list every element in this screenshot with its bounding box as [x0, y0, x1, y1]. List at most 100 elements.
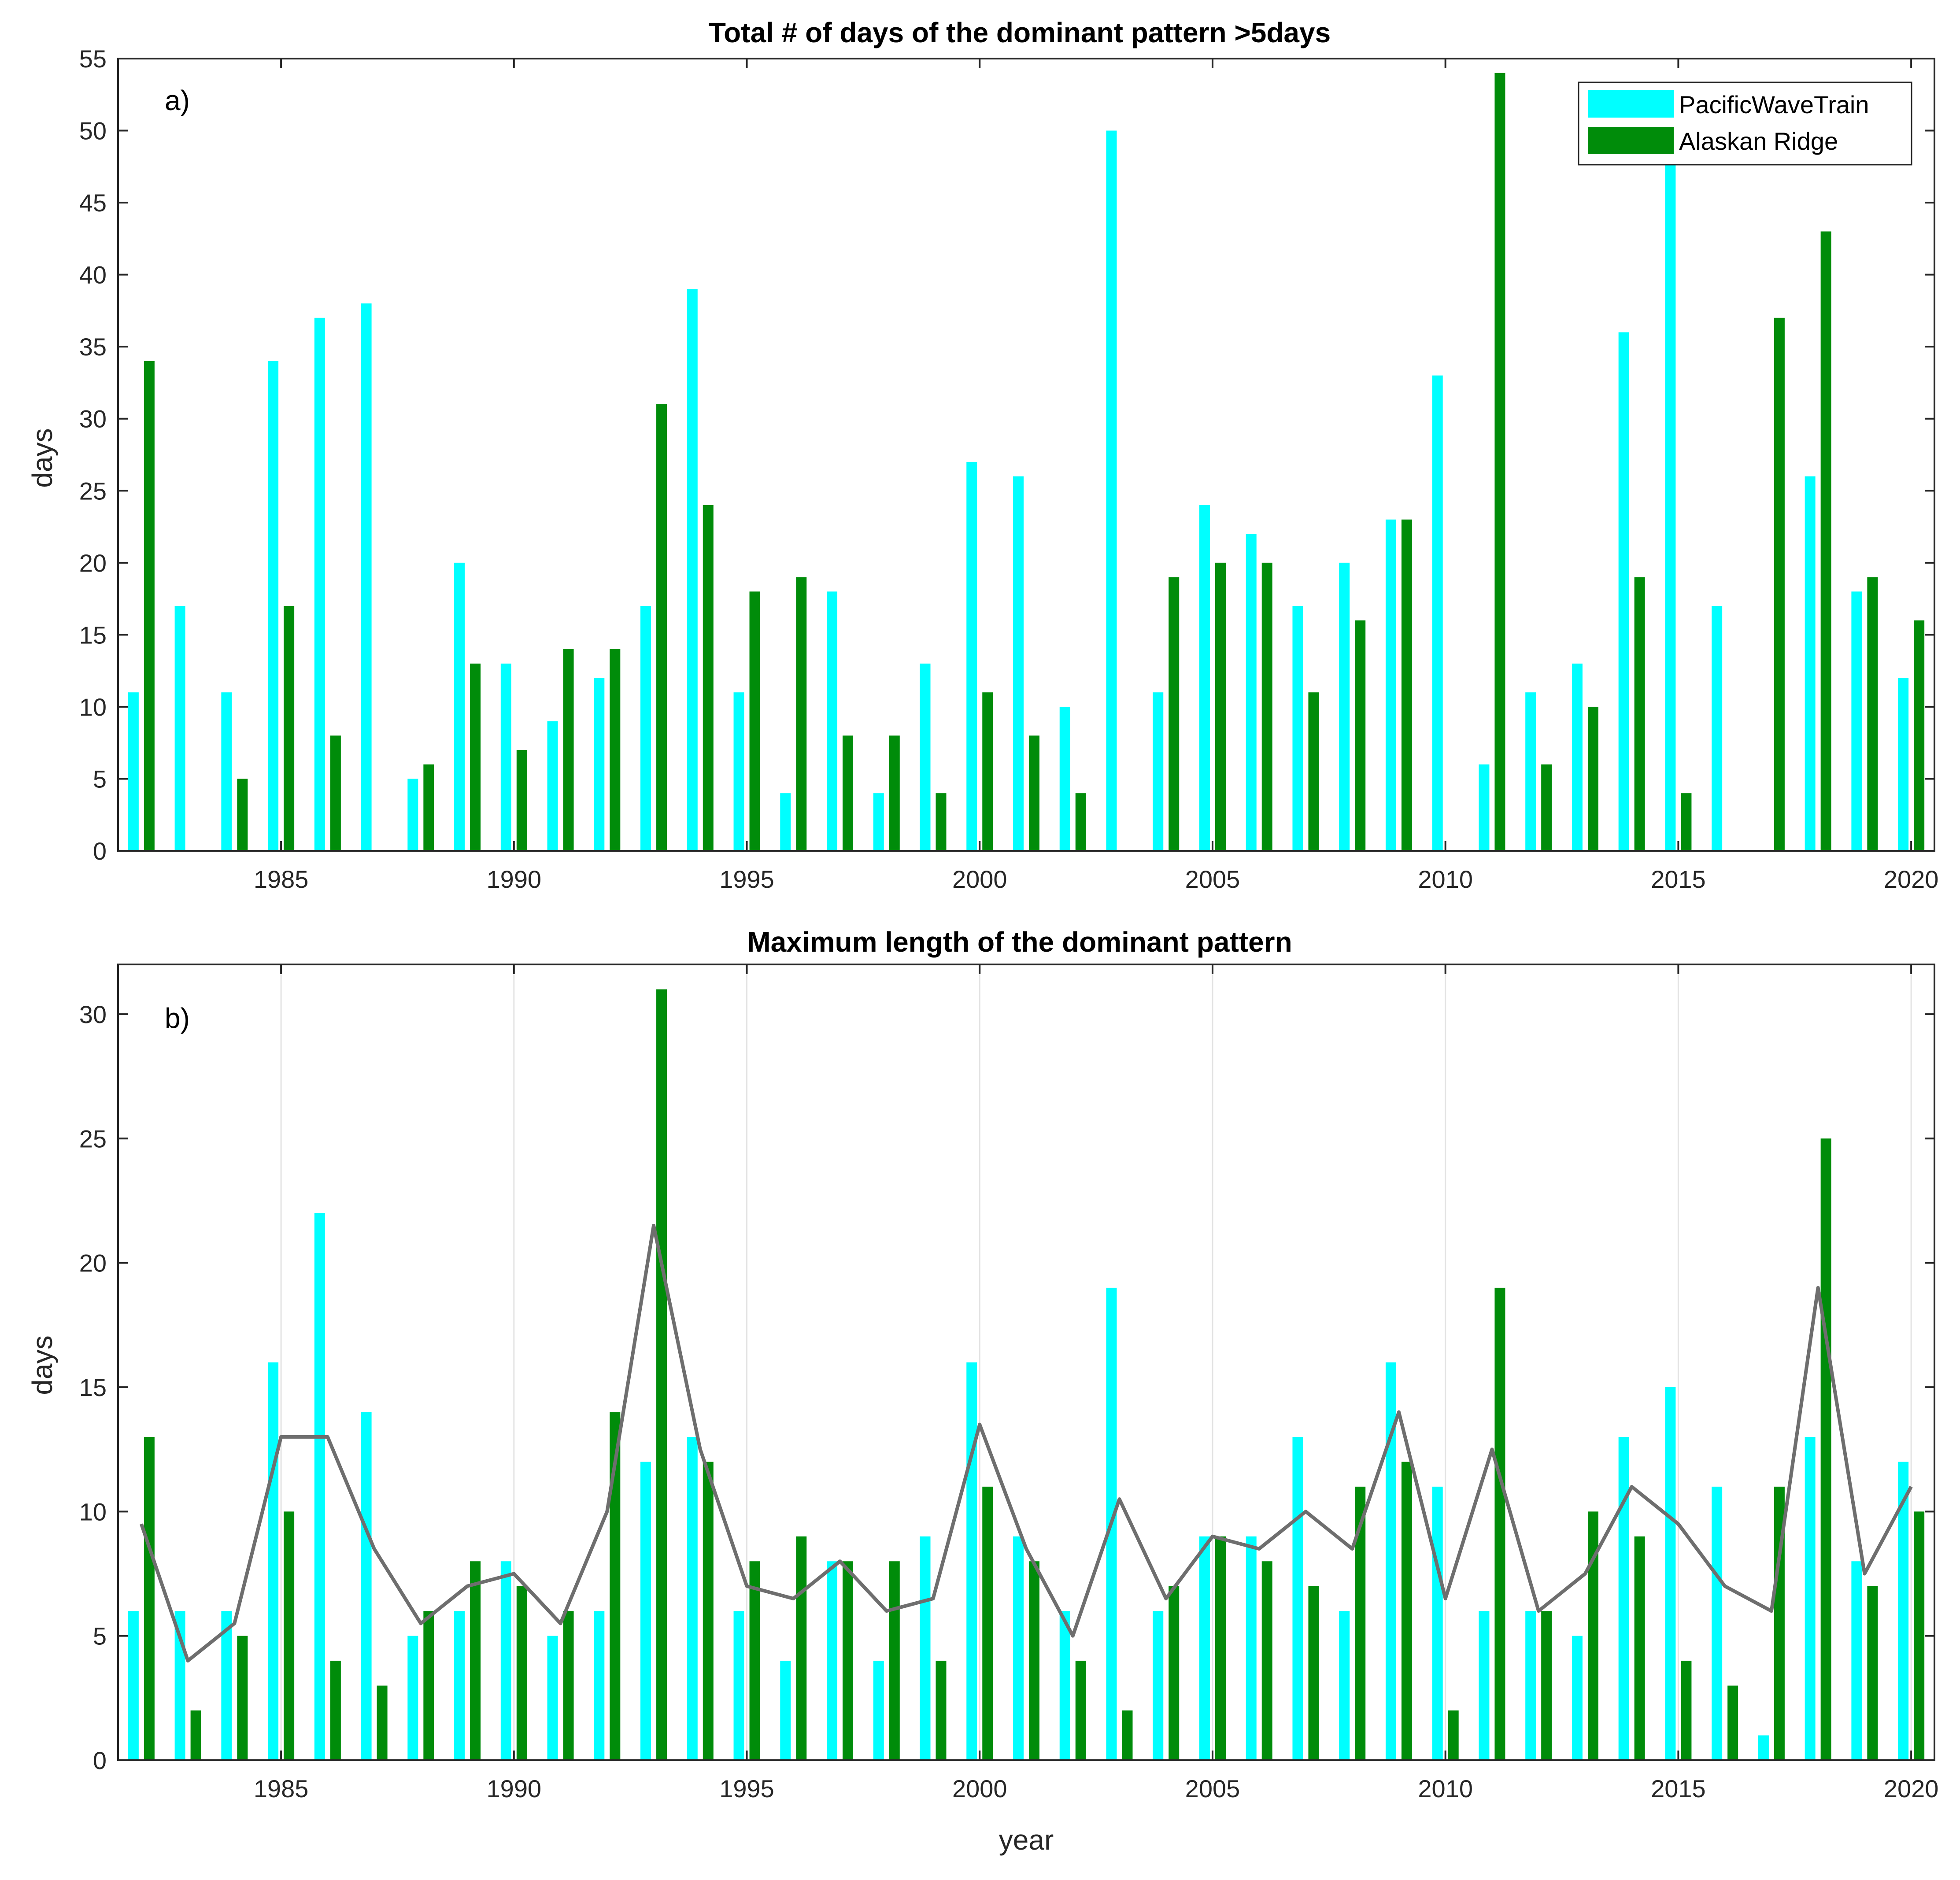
bar-pacificwavetrain-1990	[500, 663, 511, 851]
panel-a-bars	[128, 73, 1925, 851]
panel-b-line	[140, 1223, 1913, 1663]
bar-pacificwavetrain-2018	[1805, 476, 1816, 851]
bar-pacificwavetrain-2002	[1059, 1611, 1070, 1760]
bar-alaskan-ridge-1995	[749, 1561, 760, 1760]
y-tick-label-15: 15	[79, 1374, 107, 1401]
bar-pacificwavetrain-1994	[687, 289, 698, 851]
legend-swatch-pacificwavetrain	[1588, 90, 1674, 118]
y-tick-label-30: 30	[79, 405, 107, 433]
legend-swatch-alaskan-ridge	[1588, 127, 1674, 154]
bar-alaskan-ridge-1990	[516, 750, 527, 851]
bar-alaskan-ridge-1989	[470, 663, 481, 851]
legend: PacificWaveTrain Alaskan Ridge	[1578, 81, 1912, 166]
y-tick-label-5: 5	[93, 765, 107, 793]
bar-alaskan-ridge-2018	[1820, 231, 1831, 851]
bar-alaskan-ridge-1994	[703, 1462, 714, 1760]
bar-alaskan-ridge-1985	[284, 1511, 295, 1760]
bar-alaskan-ridge-1991	[563, 649, 574, 851]
bar-pacificwavetrain-1996	[780, 1661, 791, 1760]
bar-alaskan-ridge-2009	[1401, 519, 1412, 851]
bar-alaskan-ridge-2005	[1215, 562, 1226, 851]
y-tick-label-35: 35	[79, 333, 107, 361]
y-tick-label-15: 15	[79, 621, 107, 649]
panel-b-ylabel: days	[26, 1335, 58, 1395]
bar-pacificwavetrain-1982	[128, 1611, 139, 1760]
panel-a-title: Total # of days of the dominant pattern …	[709, 17, 1331, 48]
bar-pacificwavetrain-2017	[1758, 1735, 1769, 1760]
bar-alaskan-ridge-1997	[843, 735, 854, 851]
panel-a: Total # of days of the dominant pattern …	[26, 17, 1938, 893]
bar-pacificwavetrain-2006	[1246, 534, 1257, 851]
bar-pacificwavetrain-2020	[1898, 678, 1909, 851]
y-tick-label-20: 20	[79, 1249, 107, 1277]
bar-alaskan-ridge-1998	[889, 1561, 900, 1760]
bar-pacificwavetrain-1997	[827, 1561, 838, 1760]
bar-pacificwavetrain-1995	[733, 1611, 744, 1760]
bar-pacificwavetrain-2007	[1292, 606, 1303, 851]
x-tick-label-1995: 1995	[719, 865, 774, 893]
bar-alaskan-ridge-1999	[936, 1661, 947, 1760]
x-tick-label-2005: 2005	[1185, 865, 1240, 893]
bar-alaskan-ridge-2014	[1634, 577, 1645, 851]
bar-alaskan-ridge-2006	[1261, 562, 1272, 851]
bar-pacificwavetrain-2016	[1712, 1486, 1723, 1760]
bar-pacificwavetrain-2010	[1432, 375, 1443, 851]
bar-alaskan-ridge-2001	[1029, 735, 1039, 851]
bar-pacificwavetrain-2005	[1199, 1536, 1210, 1760]
x-tick-label-2010: 2010	[1418, 865, 1473, 893]
y-tick-label-0: 0	[93, 837, 107, 865]
bar-pacificwavetrain-2004	[1153, 1611, 1164, 1760]
bar-alaskan-ridge-2012	[1541, 764, 1552, 851]
bar-pacificwavetrain-1990	[500, 1561, 511, 1760]
bar-alaskan-ridge-1993	[656, 989, 667, 1760]
bar-alaskan-ridge-2020	[1914, 1511, 1925, 1760]
x-tick-label-2015: 2015	[1651, 1775, 1706, 1802]
x-tick-label-1990: 1990	[487, 865, 542, 893]
panel-b: Maximum length of the dominant pattern 0…	[26, 926, 1938, 1856]
bar-alaskan-ridge-2000	[982, 1486, 993, 1760]
bar-alaskan-ridge-2010	[1448, 1710, 1459, 1760]
bar-pacificwavetrain-2014	[1618, 332, 1629, 851]
bar-alaskan-ridge-1996	[796, 577, 807, 851]
bar-alaskan-ridge-1983	[190, 1710, 201, 1760]
bar-alaskan-ridge-2007	[1308, 692, 1319, 851]
bar-pacificwavetrain-1989	[454, 562, 465, 851]
bar-alaskan-ridge-1991	[563, 1611, 574, 1760]
bar-pacificwavetrain-2005	[1199, 505, 1210, 851]
bar-alaskan-ridge-2005	[1215, 1536, 1226, 1760]
bar-alaskan-ridge-2015	[1681, 1661, 1692, 1760]
bar-alaskan-ridge-2013	[1587, 706, 1598, 851]
bar-alaskan-ridge-1999	[936, 793, 947, 851]
bar-alaskan-ridge-1987	[377, 1685, 388, 1760]
bar-alaskan-ridge-1984	[237, 779, 248, 851]
bar-alaskan-ridge-2000	[982, 692, 993, 851]
bar-pacificwavetrain-2001	[1013, 1536, 1024, 1760]
bar-alaskan-ridge-2012	[1541, 1611, 1552, 1760]
bar-pacificwavetrain-2010	[1432, 1486, 1443, 1760]
x-tick-label-1985: 1985	[254, 1775, 309, 1802]
bar-alaskan-ridge-2009	[1401, 1462, 1412, 1760]
bar-pacificwavetrain-2011	[1479, 1611, 1490, 1760]
bar-alaskan-ridge-2017	[1774, 318, 1785, 851]
bar-pacificwavetrain-1993	[640, 1462, 651, 1760]
bar-alaskan-ridge-2014	[1634, 1536, 1645, 1760]
bar-pacificwavetrain-2008	[1339, 1611, 1350, 1760]
x-tick-label-2010: 2010	[1418, 1775, 1473, 1802]
y-tick-label-30: 30	[79, 1001, 107, 1028]
bar-pacificwavetrain-2013	[1572, 663, 1583, 851]
bar-pacificwavetrain-1995	[733, 692, 744, 851]
panel-a-x-ticks: 1985 1990 1995 2000 2005 2010 2015 2020	[254, 59, 1938, 893]
bar-pacificwavetrain-2004	[1153, 692, 1164, 851]
panel-b-plot-area	[118, 964, 1934, 1760]
bar-pacificwavetrain-1986	[314, 1213, 325, 1760]
panel-b-grid	[280, 964, 1912, 1760]
bar-pacificwavetrain-2001	[1013, 476, 1024, 851]
bar-alaskan-ridge-1984	[237, 1636, 248, 1760]
bar-pacificwavetrain-1998	[873, 1661, 884, 1760]
bar-alaskan-ridge-2003	[1122, 1710, 1133, 1760]
bar-pacificwavetrain-1986	[314, 318, 325, 851]
bar-alaskan-ridge-2002	[1075, 793, 1086, 851]
bar-pacificwavetrain-2008	[1339, 562, 1350, 851]
bar-pacificwavetrain-1999	[920, 1536, 931, 1760]
bar-pacificwavetrain-1994	[687, 1437, 698, 1760]
